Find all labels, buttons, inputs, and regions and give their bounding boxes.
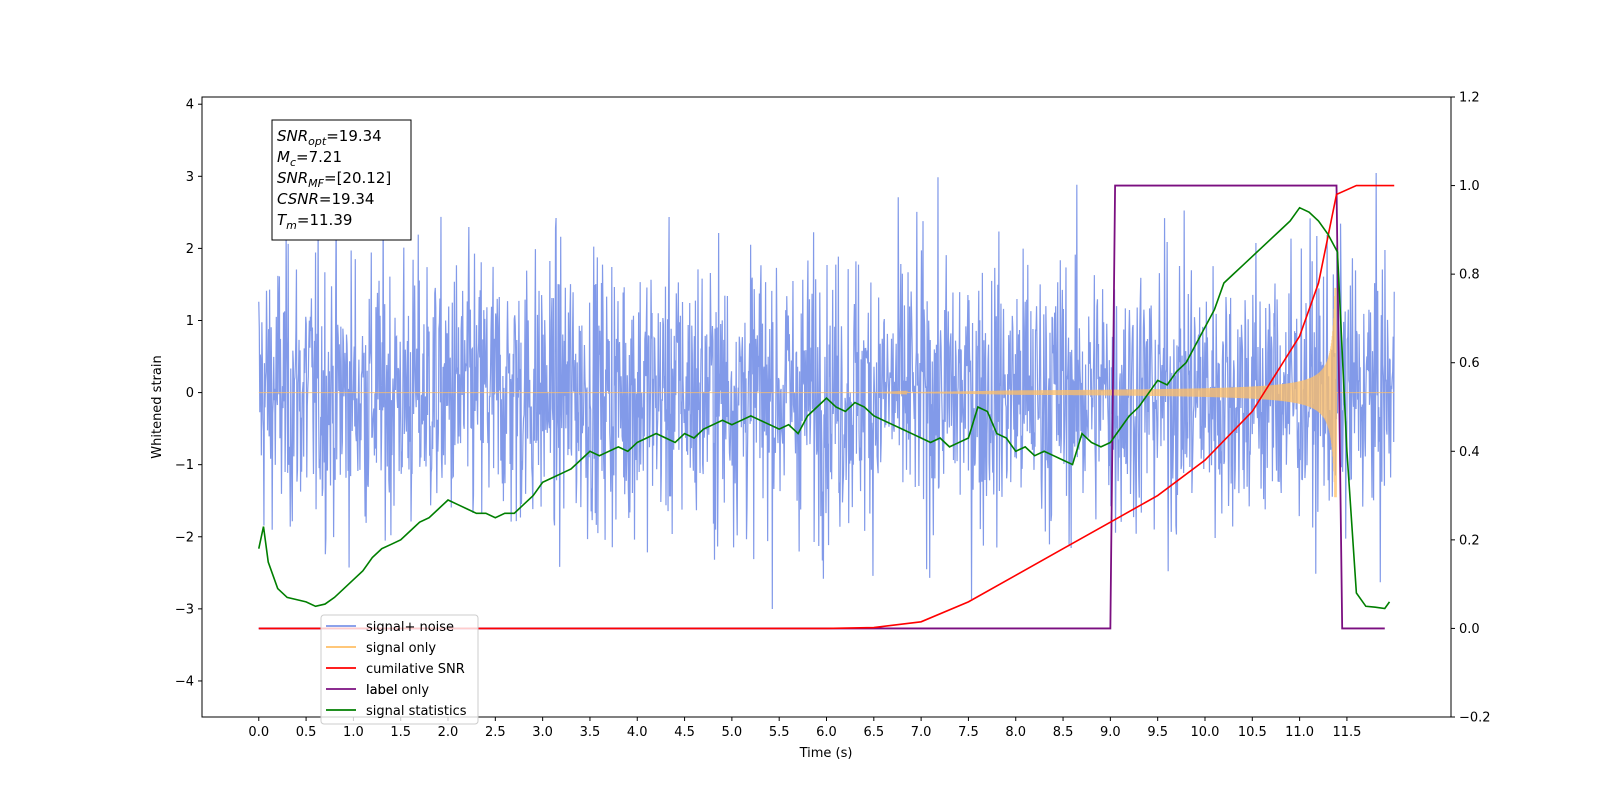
x-tick-label: 2.0 <box>438 725 459 740</box>
legend-label: label <box>366 683 397 698</box>
y2-tick-label: 0.8 <box>1459 268 1480 283</box>
series-cumilative-snr <box>258 184 1395 630</box>
x-tick-label: 8.5 <box>1053 725 1074 740</box>
series-label <box>258 184 1385 630</box>
legend-label: label only <box>366 683 429 698</box>
y-tick-label: −3 <box>175 602 194 617</box>
y2-tick-label: 0.4 <box>1459 445 1480 460</box>
x-axis-ticks: 0.0 0.5 1.0 1.5 2.0 2.5 3.0 3.5 4.0 4.5 5.0 5.5 6.0 6… <box>248 717 1361 740</box>
annotation-line: Tm=11.39 <box>277 211 352 232</box>
y2-axis-ticks: 1.2 1.0 0.8 0.6 0.4 0.2 0.0 −0.2 <box>1451 91 1491 726</box>
x-tick-label: 2.5 <box>485 725 506 740</box>
y-tick-label: 1 <box>186 314 194 329</box>
y-tick-label: −1 <box>175 458 194 473</box>
legend-label: signal+ noise <box>366 620 454 635</box>
y-tick-label: 3 <box>186 170 194 185</box>
x-tick-label: 6.5 <box>863 725 884 740</box>
x-axis-label: Time (s) <box>799 746 853 761</box>
y-tick-label: 2 <box>186 242 194 257</box>
legend-frame <box>320 614 479 725</box>
x-tick-label: 4.0 <box>627 725 648 740</box>
y2-tick-label: 0.6 <box>1459 356 1480 371</box>
y2-tick-label: 0.2 <box>1459 533 1480 548</box>
series-signal-noise <box>258 172 1395 609</box>
y-tick-label: −4 <box>175 674 194 689</box>
y-axis-label: Whitened strain <box>150 355 165 458</box>
x-tick-label: 5.0 <box>722 725 743 740</box>
legend-item: cumilative SNR <box>326 662 465 677</box>
y-tick-label: −2 <box>175 530 194 545</box>
series-signal-only <box>258 287 1395 498</box>
annotation-line: Mc=7.21 <box>277 148 342 169</box>
annotation-line: SNRMF=[20.12] <box>277 169 391 190</box>
x-tick-label: 0.0 <box>248 725 269 740</box>
stats-annotation-box: SNRopt=19.34Mc=7.21SNRMF=[20.12]CSNR=19.… <box>271 119 412 241</box>
annotation-line: SNRopt=19.34 <box>277 127 382 148</box>
legend-label: signal only <box>366 641 436 656</box>
x-tick-label: 8.0 <box>1005 725 1026 740</box>
y2-tick-label: 0.0 <box>1459 622 1480 637</box>
y2-tick-label: 1.0 <box>1459 179 1480 194</box>
x-tick-label: 7.5 <box>958 725 979 740</box>
x-tick-label: 5.5 <box>769 725 790 740</box>
y-axis-ticks: 4 3 2 1 0 −1 −2 −3 −4 <box>175 98 202 689</box>
x-tick-label: 10.5 <box>1238 725 1267 740</box>
annotation-frame <box>271 119 412 241</box>
legend-item: signal only <box>326 641 436 656</box>
x-tick-label: 3.5 <box>580 725 601 740</box>
x-tick-label: 3.0 <box>532 725 553 740</box>
x-tick-label: 1.5 <box>390 725 411 740</box>
legend: label only signal+ noise signal only cumila… <box>320 614 479 725</box>
x-tick-label: 6.0 <box>816 725 837 740</box>
legend-item: signal statistics <box>326 704 467 719</box>
x-tick-label: 10.0 <box>1191 725 1220 740</box>
x-tick-label: 11.0 <box>1285 725 1314 740</box>
annotation-line: CSNR=19.34 <box>277 190 374 208</box>
x-tick-label: 1.0 <box>343 725 364 740</box>
legend-item: label only <box>366 683 429 698</box>
plot-series <box>257 172 1395 630</box>
y-tick-label: 4 <box>186 98 194 113</box>
x-tick-label: 4.5 <box>674 725 695 740</box>
legend-label: signal statistics <box>366 704 467 719</box>
y2-tick-label: −0.2 <box>1459 711 1491 726</box>
x-tick-label: 11.5 <box>1332 725 1361 740</box>
legend-item: label <box>326 683 397 698</box>
y2-tick-label: 1.2 <box>1459 91 1480 106</box>
x-tick-label: 0.5 <box>296 725 317 740</box>
x-tick-label: 9.0 <box>1100 725 1121 740</box>
legend-item: signal+ noise <box>326 620 454 635</box>
legend-label: cumilative SNR <box>366 662 465 677</box>
x-tick-label: 9.5 <box>1147 725 1168 740</box>
y-tick-label: 0 <box>186 386 194 401</box>
series-signal-statistics <box>257 206 1391 610</box>
x-tick-label: 7.0 <box>911 725 932 740</box>
